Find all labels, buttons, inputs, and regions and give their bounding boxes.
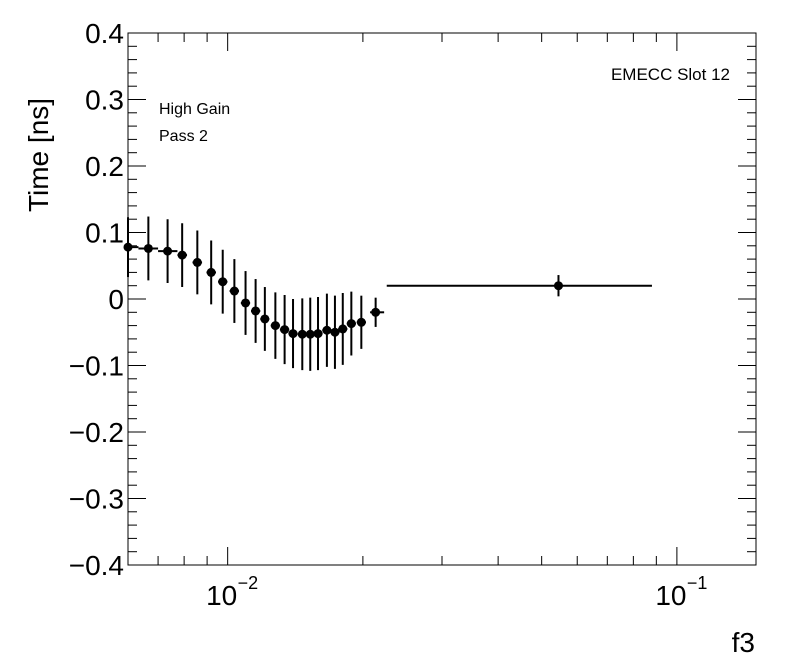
data-point: [270, 321, 280, 331]
y-tick-label: −0.2: [69, 417, 124, 448]
data-point: [280, 325, 290, 335]
y-tick-label: 0.3: [85, 85, 124, 116]
data-point: [305, 329, 315, 339]
x-tick-label-exponent: −1: [687, 573, 708, 593]
gain-annotation: High Gain: [159, 101, 230, 118]
data-point: [338, 324, 348, 334]
y-tick-label: −0.3: [69, 484, 124, 515]
data-point: [553, 281, 563, 291]
x-tick-label-base: 10: [206, 580, 237, 611]
data-point: [123, 242, 133, 252]
data-points: [123, 242, 563, 339]
data-point: [322, 325, 332, 335]
y-tick-labels: 0.4 0.3 0.2 0.1 0 −0.1 −0.2 −0.3 −0.4: [69, 18, 124, 581]
x-tick-label-exponent: −2: [238, 573, 259, 593]
data-point: [371, 307, 381, 317]
y-tick-label: 0.4: [85, 18, 124, 49]
data-point: [163, 246, 173, 256]
data-point: [313, 329, 323, 339]
y-tick-label: −0.4: [69, 550, 124, 581]
data-point: [229, 286, 239, 296]
slot-annotation: EMECC Slot 12: [611, 65, 730, 84]
y-tick-label: 0.2: [85, 151, 124, 182]
data-point: [330, 327, 340, 337]
pass-annotation: Pass 2: [159, 128, 208, 145]
data-point: [206, 267, 216, 277]
data-point: [143, 243, 153, 253]
data-point: [251, 306, 261, 316]
x-tick-labels: 10 −2 10 −1: [206, 573, 707, 611]
y-tick-label: −0.1: [69, 351, 124, 382]
y-axis-title: Time [ns]: [23, 98, 54, 212]
data-point: [297, 329, 307, 339]
y-tick-label: 0.1: [85, 218, 124, 249]
data-point: [356, 317, 366, 327]
data-point: [288, 329, 298, 339]
y-tick-label: 0: [108, 284, 124, 315]
data-point: [177, 250, 187, 260]
data-point: [241, 298, 251, 308]
error-bars: [127, 216, 652, 371]
data-point: [346, 319, 356, 329]
x-axis-title: f3: [732, 627, 755, 658]
axis-ticks: [127, 32, 756, 566]
data-point: [192, 257, 202, 267]
data-point: [260, 314, 270, 324]
x-tick-label-base: 10: [655, 580, 686, 611]
data-point: [218, 277, 228, 287]
